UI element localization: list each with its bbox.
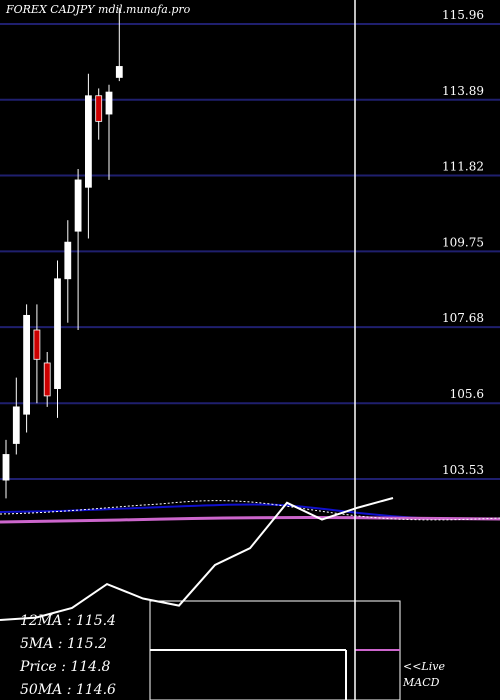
candle (85, 73, 92, 239)
candle-body (85, 95, 92, 188)
macd-panel (0, 497, 401, 700)
candle (43, 351, 51, 407)
candle-body (12, 406, 20, 444)
candle-body (33, 329, 41, 360)
macd-label: MACD (403, 676, 440, 689)
chart-title: FOREX CADJPY mdil.munafa.pro (5, 3, 191, 16)
candle-body (54, 278, 61, 389)
candle-body (115, 66, 123, 78)
candle (33, 304, 41, 404)
price-tick-label: 113.89 (442, 84, 484, 98)
ma-blue-line (0, 503, 500, 520)
candle (74, 168, 82, 331)
price-tick-label: 105.6 (450, 387, 484, 401)
price-tick-label: 107.68 (442, 311, 484, 325)
ma50-readout: 50MA : 114.6 (20, 682, 116, 698)
moving-average-lines (0, 500, 500, 524)
price-axis-labels: 115.96 113.89 111.82 109.75 107.68 105.6 103.5… (442, 8, 484, 477)
candle-body (74, 179, 82, 232)
live-label[interactable]: <<Live (403, 660, 445, 673)
price-readout: Price : 114.8 (20, 659, 111, 675)
candles-group (2, 7, 123, 499)
ma-pink-line (0, 516, 500, 524)
price-tick-label: 103.53 (442, 463, 484, 477)
price-tick-label: 111.82 (442, 160, 484, 174)
candle-body (2, 454, 10, 481)
candle-body (43, 362, 51, 397)
ma12-readout: 12MA : 115.4 (20, 613, 116, 629)
ma5-readout: 5MA : 115.2 (20, 636, 108, 652)
macd-line (0, 497, 394, 621)
candle (64, 220, 72, 323)
candle (105, 84, 113, 180)
candle (115, 7, 123, 82)
price-gridlines (0, 23, 500, 480)
candle (23, 304, 31, 433)
candle-body (105, 91, 113, 115)
price-tick-label: 109.75 (442, 235, 484, 249)
price-tick-label: 115.96 (442, 8, 484, 22)
candle (54, 260, 61, 418)
candle (95, 88, 103, 140)
candle (2, 439, 10, 499)
candle-body (23, 314, 31, 415)
candle-body (64, 241, 72, 280)
candle-body (95, 95, 103, 122)
candle (12, 377, 20, 455)
